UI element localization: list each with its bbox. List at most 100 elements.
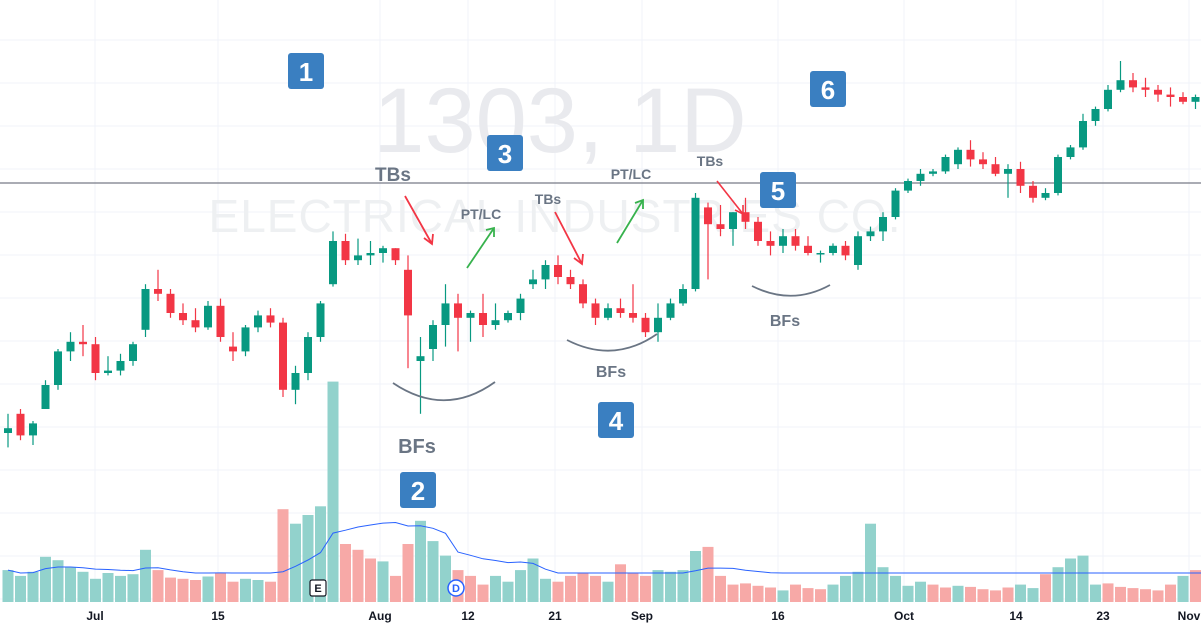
volume-bar	[140, 549, 151, 602]
volume-bar	[440, 555, 451, 602]
ptlc-label-2: PT/LC	[611, 166, 651, 182]
candle	[1141, 77, 1150, 97]
volume-bar	[1140, 589, 1151, 602]
svg-text:4: 4	[609, 406, 624, 436]
svg-text:5: 5	[771, 176, 785, 206]
candle	[866, 226, 875, 241]
volume-bar	[1027, 588, 1039, 602]
candle	[379, 245, 387, 263]
svg-text:6: 6	[821, 75, 835, 105]
candle	[904, 178, 912, 193]
candle	[16, 409, 25, 441]
volume-bar	[115, 575, 126, 602]
candle	[1129, 73, 1137, 93]
volume-bar	[90, 578, 101, 602]
volume-bar	[240, 578, 251, 602]
badge-5: 5	[760, 172, 796, 208]
volume-bar	[590, 575, 601, 602]
candle	[1004, 164, 1012, 198]
base-arc-1	[392, 381, 496, 402]
price-candles	[4, 61, 1200, 448]
volume-bar	[1077, 555, 1089, 602]
volume-bar	[990, 590, 1001, 602]
volume-bar	[1090, 584, 1101, 602]
candle	[954, 147, 962, 169]
tbs-label-3: TBs	[697, 153, 724, 169]
candle	[241, 325, 250, 357]
svg-text:D: D	[452, 583, 460, 595]
volume-bar	[190, 580, 201, 602]
x-tick-label: 14	[1009, 609, 1023, 623]
volume-bar	[490, 575, 501, 602]
candle	[1166, 87, 1175, 107]
candle	[104, 356, 112, 376]
volume-bar	[402, 544, 414, 602]
tbs-arrow-1	[404, 195, 434, 246]
candle	[191, 308, 200, 333]
candle	[54, 349, 62, 390]
base-arc-2	[566, 333, 658, 352]
candle	[1029, 181, 1037, 203]
volume-bar	[302, 515, 314, 602]
candle	[229, 332, 237, 361]
x-tick-label: Aug	[368, 609, 391, 623]
candle	[154, 269, 162, 301]
volume-bar	[965, 586, 976, 602]
volume-bar	[1127, 588, 1139, 602]
volume-bar	[177, 578, 189, 602]
volume-bar	[852, 571, 864, 602]
volume-bar	[840, 575, 851, 602]
candle	[479, 293, 487, 337]
candle	[791, 229, 800, 251]
volume-bar	[877, 567, 889, 602]
volume-bar	[52, 560, 64, 602]
volume-bar	[102, 573, 114, 602]
bfs-label-3: BFs	[770, 313, 800, 330]
candle	[404, 255, 412, 369]
candle	[754, 217, 762, 246]
volume-bar	[577, 573, 589, 602]
candle	[629, 284, 637, 323]
volume-bar	[902, 585, 914, 602]
badge-3: 3	[487, 135, 523, 171]
candle	[816, 250, 825, 263]
dividend-marker[interactable]: D	[447, 579, 465, 597]
candle	[304, 332, 312, 381]
candle	[879, 212, 887, 241]
volume-bar	[415, 520, 426, 602]
volume-bar	[127, 574, 139, 602]
earnings-marker[interactable]: E	[309, 579, 327, 597]
candle	[679, 284, 687, 306]
candle	[641, 313, 650, 337]
candle	[41, 380, 50, 409]
bfs-label-2: BFs	[596, 364, 626, 381]
volume-bar	[427, 541, 439, 602]
candle	[216, 298, 225, 342]
candle	[741, 197, 750, 229]
candle	[29, 421, 37, 445]
volume-bar	[865, 523, 876, 602]
ptlc-arrow-2	[616, 198, 644, 244]
x-tick-label: Nov	[1178, 609, 1201, 623]
candle	[579, 279, 587, 309]
candle	[4, 413, 12, 448]
volume-bar	[1052, 567, 1064, 602]
candle	[1191, 94, 1200, 109]
volume-bar	[1065, 558, 1076, 602]
volume-bar	[540, 578, 551, 602]
badge-1: 1	[288, 53, 324, 89]
volume-bar	[1190, 570, 1201, 602]
candle	[129, 341, 137, 366]
badge-6: 6	[810, 71, 846, 107]
x-tick-label: Sep	[631, 609, 653, 623]
candle	[704, 202, 712, 280]
volume-bar	[327, 381, 339, 602]
candle	[616, 298, 625, 318]
candle	[1179, 92, 1187, 105]
candle	[966, 140, 975, 167]
volume-bar	[715, 575, 726, 602]
candle	[166, 289, 175, 318]
candle	[354, 238, 362, 265]
candle	[341, 233, 350, 265]
